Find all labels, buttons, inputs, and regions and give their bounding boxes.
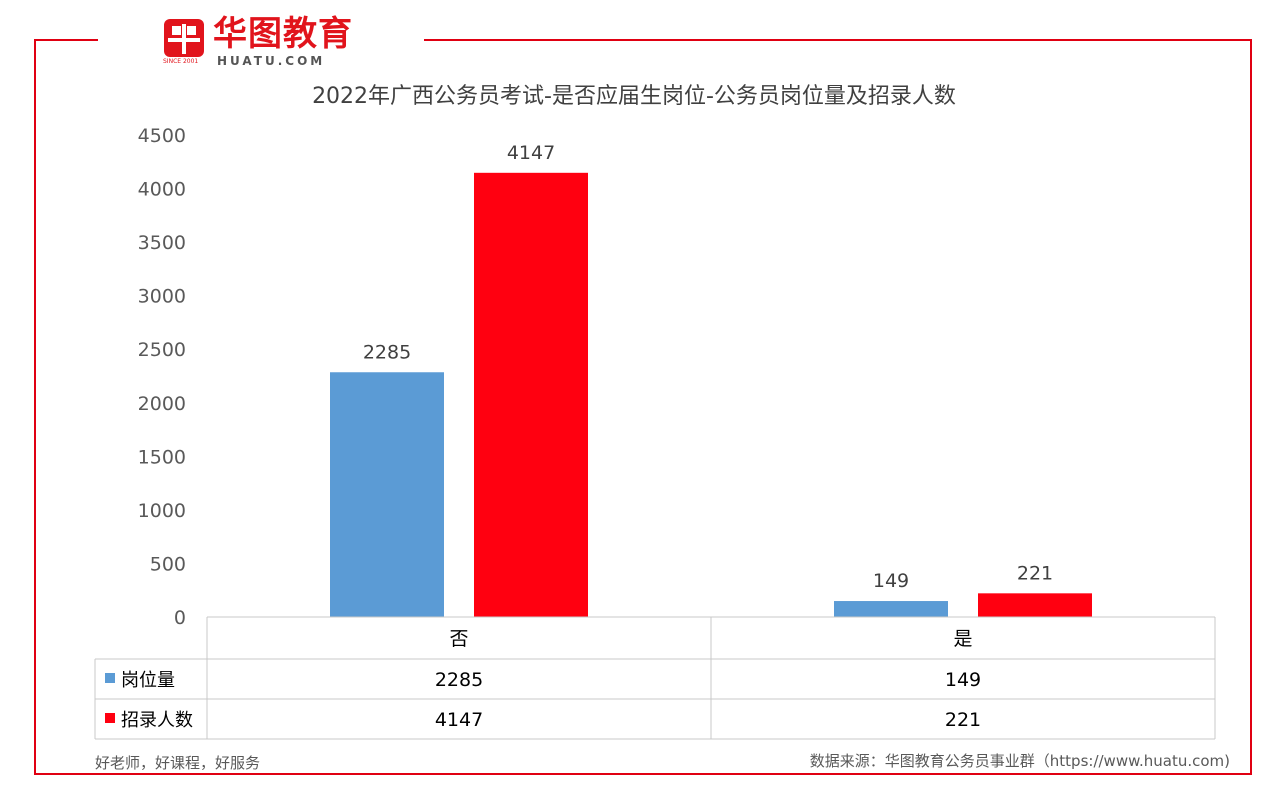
- data-label: 4147: [507, 142, 555, 164]
- data-label: 221: [1017, 562, 1053, 584]
- bar: [330, 372, 444, 617]
- y-tick-label: 2500: [138, 339, 186, 361]
- brand-domain: HUATU.COM: [217, 54, 326, 68]
- data-label: 149: [873, 570, 909, 592]
- huatu-logo-icon: [164, 19, 204, 57]
- brand-logo: 华图教育 HUATU.COM SINCE 2001: [163, 14, 375, 68]
- category-label: 是: [953, 628, 972, 650]
- table-cell-value: 4147: [435, 709, 483, 731]
- brand-name: 华图教育: [213, 14, 353, 54]
- chart-frame: [34, 39, 1252, 775]
- y-tick-label: 1500: [138, 446, 186, 468]
- category-label: 否: [449, 628, 468, 650]
- bar: [978, 593, 1092, 617]
- y-tick-label: 0: [174, 607, 186, 629]
- footer-source: 数据来源：华图教育公务员事业群（https://www.huatu.com): [809, 752, 1230, 770]
- table-cell-value: 221: [945, 709, 981, 731]
- bar: [834, 601, 948, 617]
- y-tick-label: 4000: [138, 179, 186, 201]
- logo-backdrop: [98, 28, 424, 54]
- table-cell-value: 2285: [435, 669, 483, 691]
- y-tick-label: 3000: [138, 286, 186, 308]
- bar: [474, 172, 588, 617]
- table-cell-value: 149: [945, 669, 981, 691]
- legend-label: 岗位量: [121, 670, 175, 691]
- footer-slogan: 好老师，好课程，好服务: [95, 754, 261, 772]
- y-tick-label: 500: [150, 553, 186, 575]
- y-tick-label: 2000: [138, 393, 186, 415]
- chart-title: 2022年广西公务员考试-是否应届生岗位-公务员岗位量及招录人数: [312, 84, 956, 109]
- legend-swatch: [105, 673, 115, 683]
- legend-swatch: [105, 713, 115, 723]
- y-tick-label: 1000: [138, 500, 186, 522]
- y-tick-label: 3500: [138, 232, 186, 254]
- y-tick-label: 4500: [138, 125, 186, 147]
- brand-since: SINCE 2001: [163, 58, 199, 65]
- data-label: 2285: [363, 341, 411, 363]
- legend-label: 招录人数: [121, 710, 193, 731]
